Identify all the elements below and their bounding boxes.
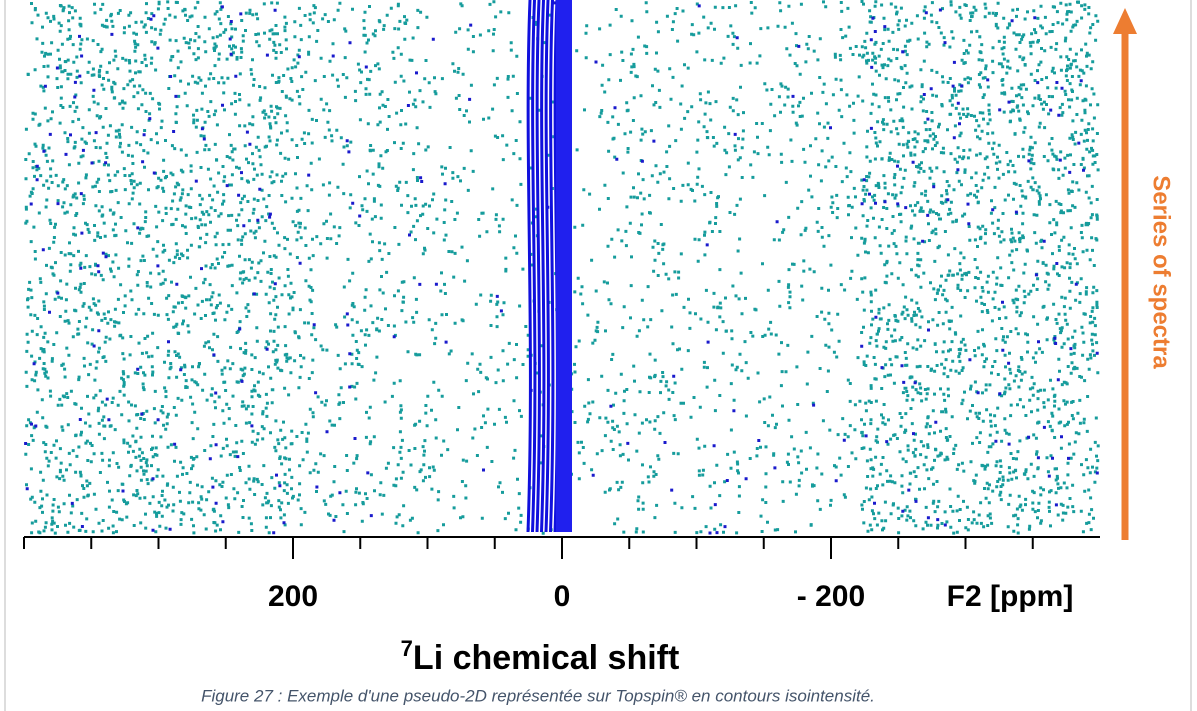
x-axis-title: 7Li chemical shift [401,636,680,677]
x-tick-label: 200 [268,580,318,613]
x-tick-label: 0 [554,580,571,613]
x-axis-title-text: Li chemical shift [413,639,679,677]
x-unit-label: F2 [ppm] [947,580,1074,613]
texture-band-core [556,0,572,532]
caption: Figure 27 : Exemple d'une pseudo-2D repr… [201,686,875,705]
x-tick-label: - 200 [797,580,865,613]
contour-texture [24,0,1100,535]
spectra-arrow-head [1113,8,1137,34]
x-axis-title-sup: 7 [401,636,413,661]
y-axis-label: Series of spectra [1148,175,1175,369]
